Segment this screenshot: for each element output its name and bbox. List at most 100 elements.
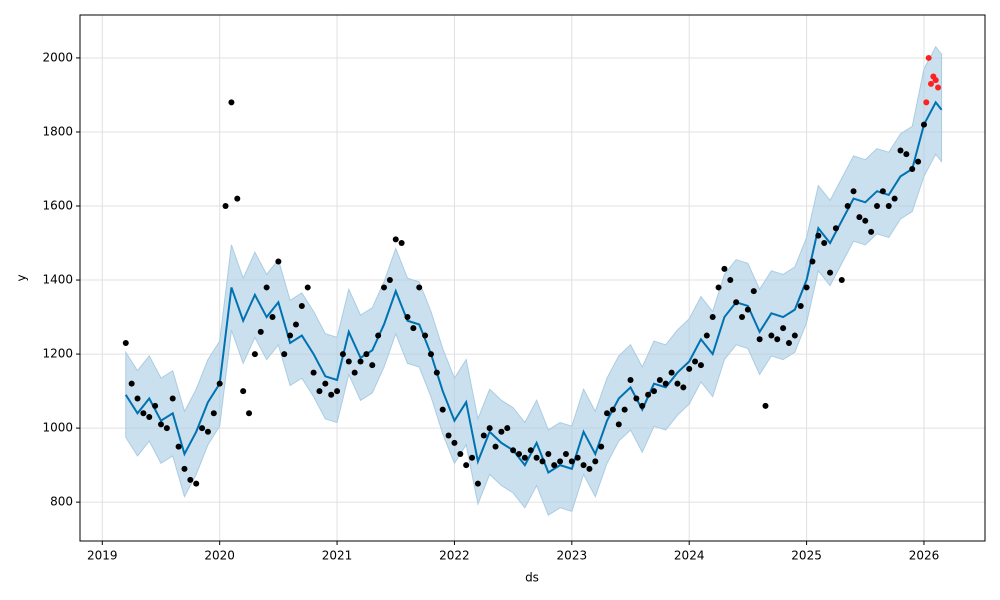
data-point <box>703 332 710 339</box>
data-point <box>868 228 875 235</box>
data-point <box>416 284 423 291</box>
data-point <box>204 428 211 435</box>
data-point <box>369 362 376 369</box>
y-tick-label: 1400 <box>42 273 73 287</box>
data-point <box>709 314 716 321</box>
data-point <box>609 406 616 413</box>
uncertainty-band <box>125 45 943 516</box>
data-point <box>744 306 751 313</box>
data-point <box>562 451 569 458</box>
data-point <box>128 380 135 387</box>
data-point <box>263 284 270 291</box>
data-point <box>780 325 787 332</box>
data-point <box>246 410 253 417</box>
data-point <box>386 277 393 284</box>
data-point <box>322 380 329 387</box>
data-point <box>715 284 722 291</box>
data-point <box>727 277 734 284</box>
x-tick-label: 2024 <box>674 549 705 563</box>
data-point <box>909 165 916 172</box>
data-point <box>445 432 452 439</box>
data-point <box>827 269 834 276</box>
data-point <box>680 384 687 391</box>
data-point <box>310 369 317 376</box>
data-point <box>768 332 775 339</box>
data-point <box>516 451 523 458</box>
data-point <box>925 54 932 61</box>
data-point <box>251 351 258 358</box>
data-point <box>915 158 922 165</box>
data-point <box>580 462 587 469</box>
data-point <box>398 240 405 247</box>
data-point <box>932 77 939 84</box>
data-point <box>557 458 564 465</box>
data-point <box>134 395 141 402</box>
data-point <box>193 480 200 487</box>
data-point <box>627 376 634 383</box>
data-point <box>615 421 622 428</box>
data-point <box>923 99 930 106</box>
data-point <box>175 443 182 450</box>
data-point <box>639 402 646 409</box>
data-point <box>463 462 470 469</box>
y-tick-label: 800 <box>50 495 73 509</box>
data-point <box>510 447 517 454</box>
data-point <box>545 451 552 458</box>
data-point <box>692 358 699 365</box>
data-point <box>187 476 194 483</box>
data-point <box>480 432 487 439</box>
data-point <box>228 99 235 106</box>
data-point <box>862 217 869 224</box>
data-point <box>850 188 857 195</box>
data-point <box>774 336 781 343</box>
data-point <box>750 288 757 295</box>
data-point <box>809 258 816 265</box>
data-point <box>146 413 153 420</box>
x-tick-label: 2025 <box>791 549 822 563</box>
data-point <box>633 395 640 402</box>
data-point <box>586 465 593 472</box>
data-point <box>410 325 417 332</box>
data-point <box>935 84 942 91</box>
data-point <box>234 195 241 202</box>
data-point <box>375 332 382 339</box>
data-point <box>474 480 481 487</box>
data-point <box>122 339 129 346</box>
data-point <box>838 277 845 284</box>
data-point <box>815 232 822 239</box>
data-point <box>785 339 792 346</box>
plot-frame <box>79 14 986 542</box>
data-point <box>257 328 264 335</box>
data-point <box>803 284 810 291</box>
y-axis-label: y <box>15 274 29 281</box>
data-point <box>381 284 388 291</box>
data-point <box>791 332 798 339</box>
x-axis-label: ds <box>525 571 539 585</box>
data-point <box>598 443 605 450</box>
data-point <box>492 443 499 450</box>
data-point <box>539 458 546 465</box>
data-point <box>269 314 276 321</box>
x-tick-label: 2019 <box>87 549 118 563</box>
data-point <box>721 265 728 272</box>
data-point <box>527 447 534 454</box>
data-point <box>739 314 746 321</box>
data-point <box>733 299 740 306</box>
data-point <box>668 369 675 376</box>
data-point <box>451 439 458 446</box>
data-point <box>762 402 769 409</box>
data-point <box>433 369 440 376</box>
data-point <box>439 406 446 413</box>
data-point <box>152 402 159 409</box>
data-point <box>885 203 892 210</box>
data-point <box>281 351 288 358</box>
x-tick-label: 2020 <box>204 549 235 563</box>
data-point <box>498 428 505 435</box>
y-tick-label: 1000 <box>42 421 73 435</box>
data-point <box>592 458 599 465</box>
data-point <box>697 362 704 369</box>
data-point <box>533 454 540 461</box>
data-point <box>316 388 323 395</box>
data-point <box>674 380 681 387</box>
